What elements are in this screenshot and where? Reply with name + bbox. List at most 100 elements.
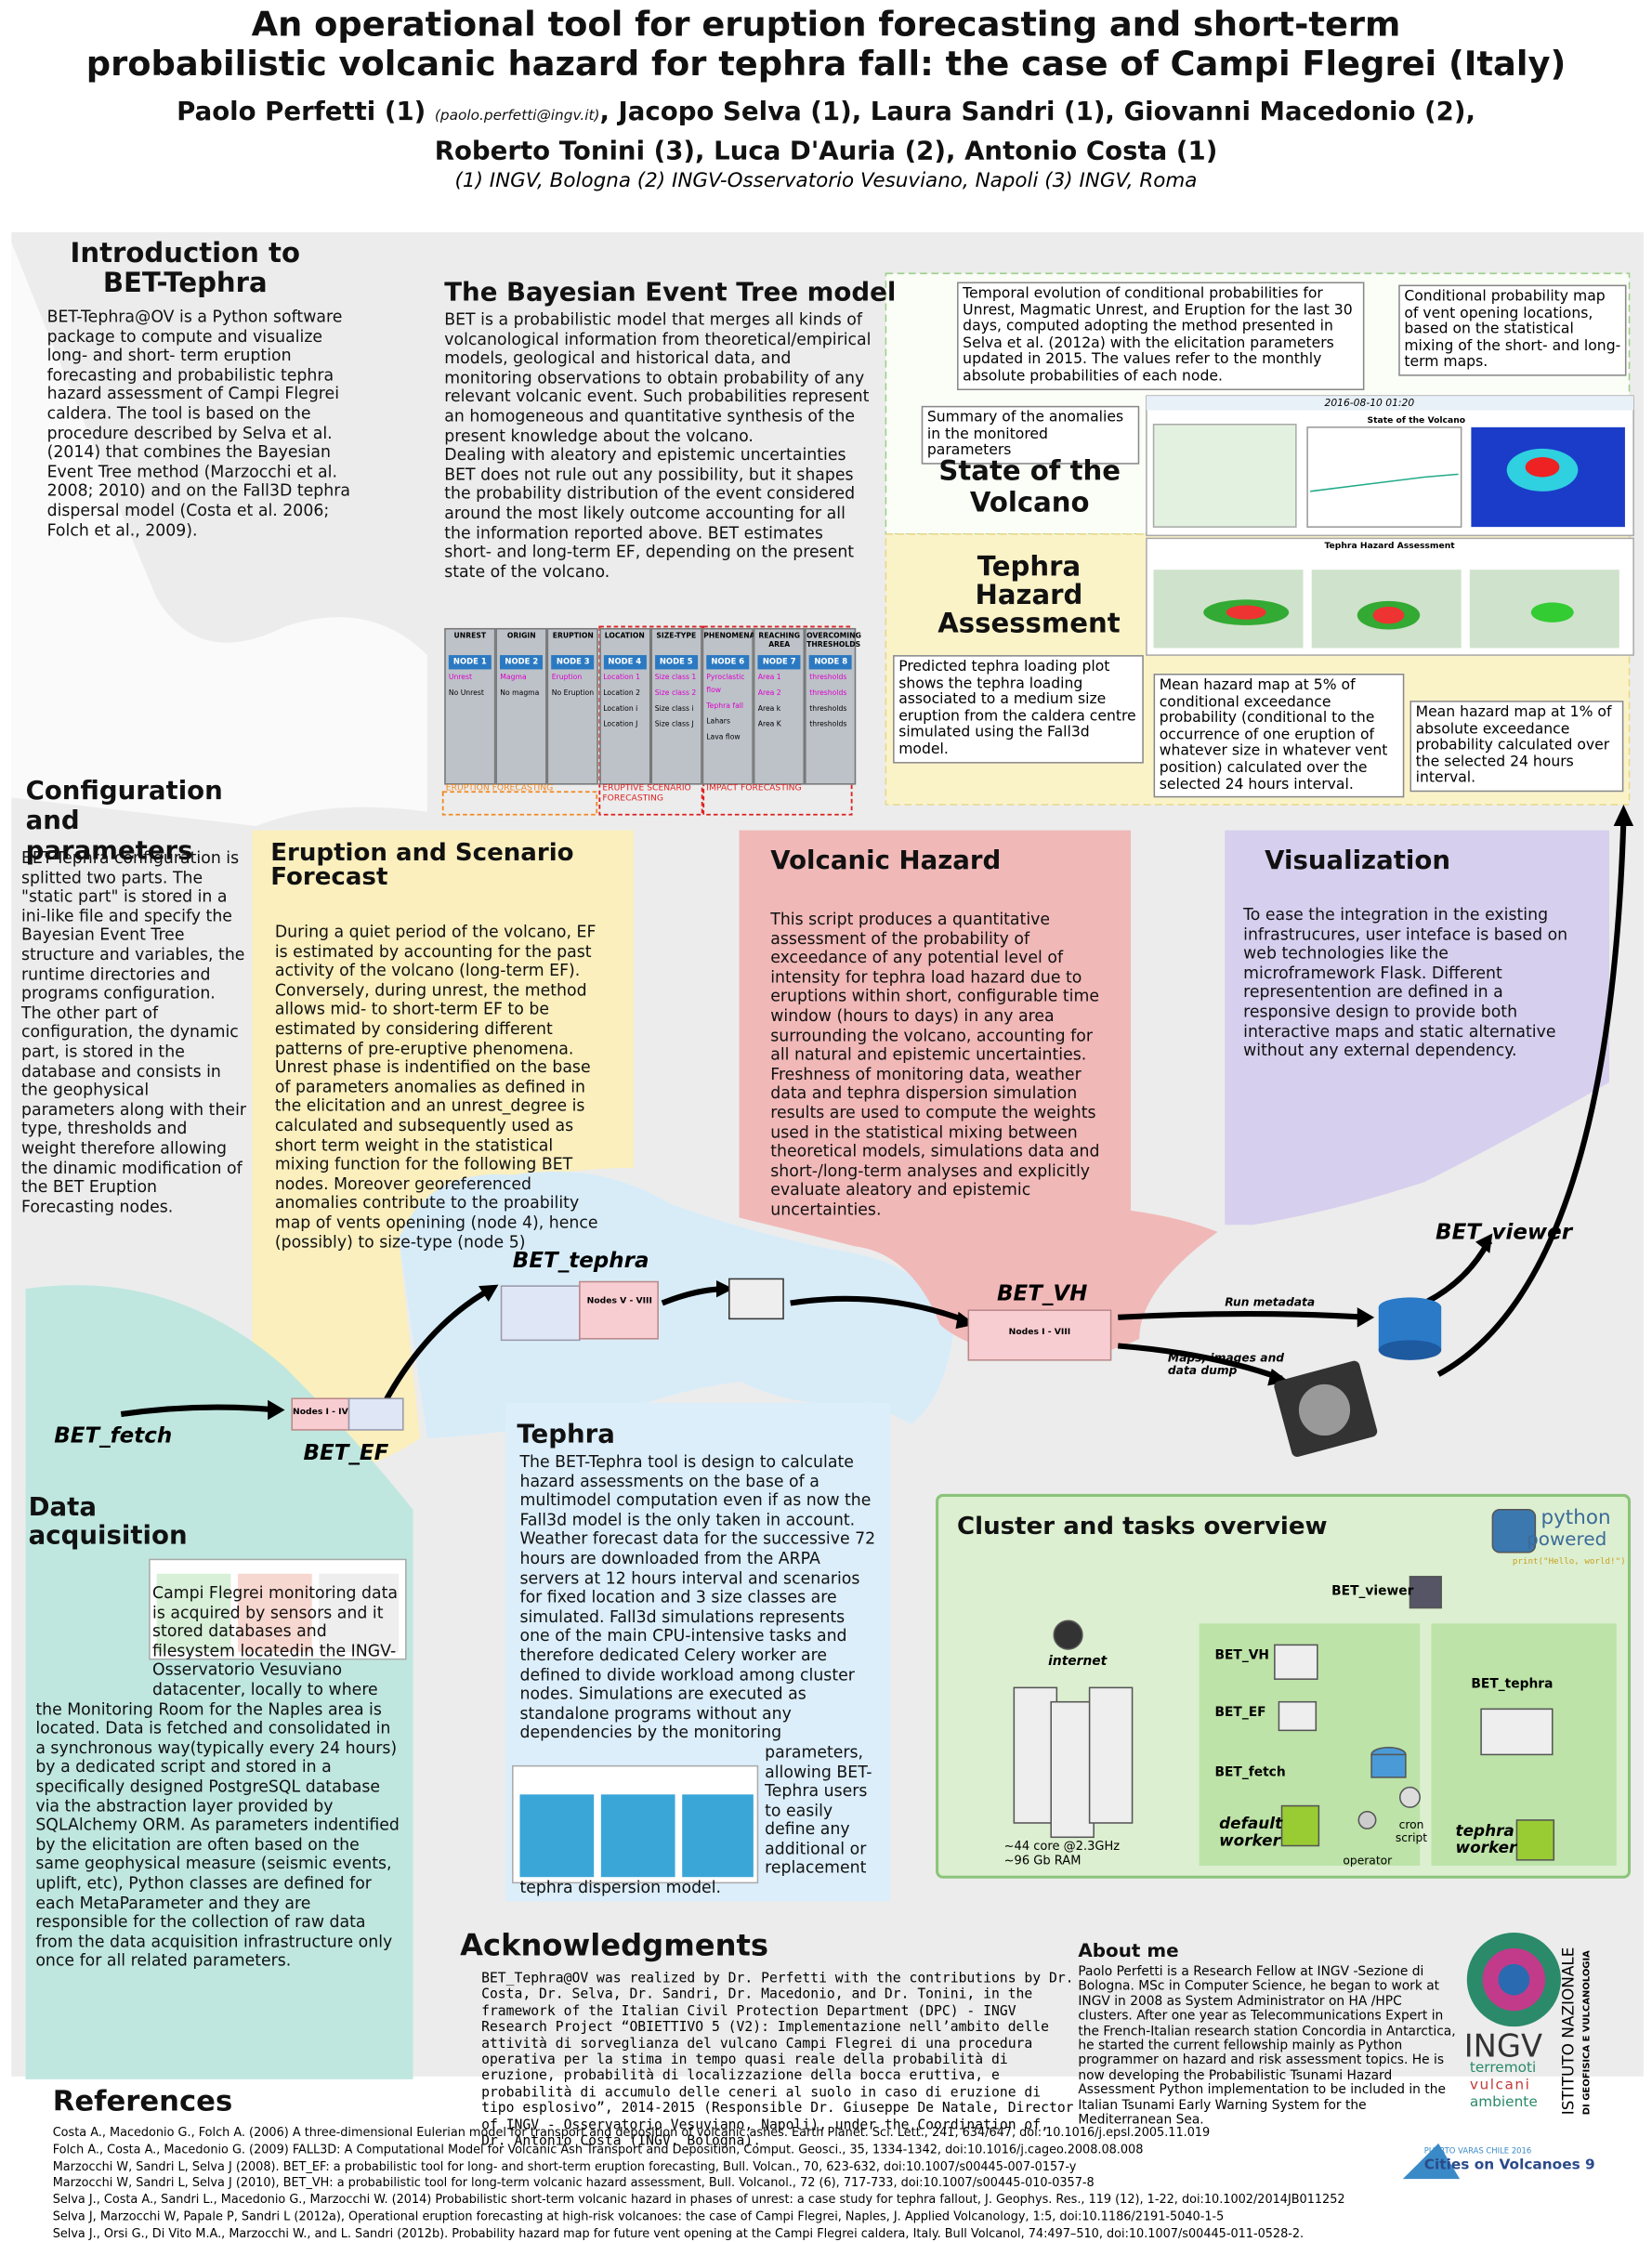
tree-item: Size class i <box>654 704 694 714</box>
float-space <box>519 1748 765 1865</box>
section-title: References <box>52 2083 233 2118</box>
tree-item: thresholds <box>809 688 847 699</box>
text: The BET-Tephra tool is design to calcula… <box>519 1452 876 1897</box>
tree-group: ERUPTIVE SCENARIO FORECASTING <box>602 783 691 804</box>
tree-item: Pyroclastic flow <box>706 674 745 696</box>
shape <box>156 1573 231 1653</box>
tree-group: IMPACT FORECASTING <box>706 783 802 793</box>
shape <box>1088 1686 1134 1824</box>
shape <box>1357 1307 1375 1328</box>
tree-item: Location 2 <box>603 688 641 699</box>
shape <box>268 1399 285 1421</box>
tree-node: NODE 3 <box>551 655 595 670</box>
nodes-label: Nodes I - VIII <box>1008 1327 1071 1338</box>
title: An operational tool for eruption forecas… <box>0 5 1652 85</box>
shape <box>1402 2143 1461 2180</box>
section-title: The Bayesian Event Tree model <box>444 277 897 308</box>
shape <box>479 1284 499 1302</box>
section-title: Introduction to BET-Tephra <box>70 237 300 299</box>
python-logo: powered <box>1527 1529 1607 1552</box>
caption: Conditional probability map of vent open… <box>1398 284 1627 376</box>
logo-text: Cities on Volcanoes 9 <box>1423 2157 1595 2174</box>
shape <box>1013 1686 1058 1824</box>
tree-column: REACHING AREA NODE 7 Area 1 Area 2 Area k Are… <box>754 627 806 785</box>
cluster-icons <box>1013 1509 1555 1861</box>
tree-column: ERUPTION NODE 3 Eruption No Eruption <box>547 627 599 785</box>
shape <box>1498 1963 1530 1996</box>
tree-item: Location i <box>603 704 638 714</box>
reference: Selva J., Orsi G., Di Vito M.A., Marzocc… <box>52 2225 1305 2240</box>
tree-item: Area 1 <box>757 674 781 683</box>
tree-item: Size class 1 <box>654 674 697 683</box>
reference: Folch A., Costa A., Macedonio G. (2009) … <box>52 2142 1144 2157</box>
screenshot-bar <box>1146 396 1634 411</box>
shape <box>1278 1700 1318 1732</box>
tree-item: No Unrest <box>448 688 484 699</box>
tree-column: OVERCOMING THRESHOLDS NODE 8 thresholds thr… <box>805 627 861 785</box>
nodes-label: Nodes I - IV <box>293 1407 348 1418</box>
tree-header: LOCATION <box>604 632 645 641</box>
tree-node: NODE 5 <box>654 655 698 670</box>
tree-item: thresholds <box>809 704 847 714</box>
tree-item: Lava flow <box>706 733 741 742</box>
shape <box>1525 457 1560 478</box>
prob-curve <box>1310 473 1459 492</box>
tree-column: LOCATION NODE 4 Location 1 Location 2 Locati… <box>598 627 650 785</box>
section-title: Volcanic Hazard <box>770 846 1002 876</box>
task-label: cron script <box>1395 1818 1428 1844</box>
section-title: Configuration and parameters <box>25 776 223 866</box>
section-body: Campi Flegrei monitoring data is acquire… <box>35 1583 402 1971</box>
authors-line: Paolo Perfetti (1) (paolo.perfetti@ingv.… <box>0 94 1652 134</box>
tree-column: ORIGIN NODE 2 Magma No magma <box>495 627 547 785</box>
tree-item: Area k <box>757 704 781 714</box>
tree-node: NODE 8 <box>809 655 853 670</box>
tree-column: UNREST NODE 1 Unrest No Unrest <box>444 627 496 785</box>
shape <box>120 1404 279 1418</box>
shape <box>1436 819 1627 1377</box>
reference: Costa A., Macedonio G., Folch A. (2006) … <box>52 2124 1211 2140</box>
shape <box>1378 1340 1442 1360</box>
flow-label: Maps, images and data dump <box>1167 1351 1285 1378</box>
tree-item: Unrest <box>448 674 473 683</box>
shape <box>1053 1619 1083 1650</box>
caption: Mean hazard map at 5% of conditional exc… <box>1153 674 1405 798</box>
tree-header: ORIGIN <box>506 632 536 641</box>
section-body: During a quiet period of the volcano, EF… <box>274 923 598 1252</box>
reference: Selva J., Costa A., Sandri L., Macedonio… <box>52 2192 1345 2207</box>
shape <box>1226 605 1266 620</box>
shape <box>1118 1343 1283 1382</box>
tree-column: PHENOMENA NODE 6 Pyroclastic flow Tephra fa… <box>701 627 755 785</box>
caption: Summary of the anomalies in the monitore… <box>921 405 1140 465</box>
shape <box>682 1794 754 1878</box>
tree-item: Eruption <box>551 674 583 683</box>
module-label: BET_EF <box>303 1439 389 1466</box>
shape <box>1398 1786 1421 1808</box>
section-title: Data acquisition <box>28 1492 188 1552</box>
tree-header: ERUPTION <box>552 632 594 641</box>
ef-table <box>347 1397 404 1431</box>
logo-text: DI GEOFISICA E VULCANOLOGIA <box>1580 1950 1593 2116</box>
section-body: To ease the integration in the existing … <box>1243 905 1568 1060</box>
tree-node: NODE 6 <box>706 655 750 670</box>
task-label: BET_tephra <box>1471 1677 1554 1692</box>
sea-area <box>11 242 427 827</box>
section-body: BET-Tephra configuration is splitted two… <box>20 848 247 1216</box>
tephra-nodes-box <box>579 1280 659 1340</box>
shape <box>1118 1310 1368 1320</box>
logo-text: ISTITUTO NAZIONALE <box>1559 1947 1579 2116</box>
shape <box>1409 1576 1442 1609</box>
tree-header: PHENOMENA <box>703 632 755 641</box>
tree-item: Size class J <box>654 720 694 729</box>
text: Campi Flegrei monitoring data is acquire… <box>35 1583 400 1971</box>
vh-nodes-box <box>967 1309 1112 1361</box>
tree-node: NODE 2 <box>500 655 544 670</box>
section-body: BET is a probabilistic model that merges… <box>444 310 874 582</box>
email: (paolo.perfetti@ingv.it) <box>434 108 600 125</box>
reference: Selva J, Marzocchi W, Papale P, Sandri L… <box>52 2209 1225 2223</box>
author: Paolo Perfetti (1) <box>177 97 426 127</box>
shape <box>1050 1700 1095 1839</box>
tree-item: No Eruption <box>551 688 595 699</box>
module-label: BET_tephra <box>512 1247 649 1274</box>
affiliations: (1) INGV, Bologna (2) INGV-Osservatorio … <box>454 169 1198 192</box>
